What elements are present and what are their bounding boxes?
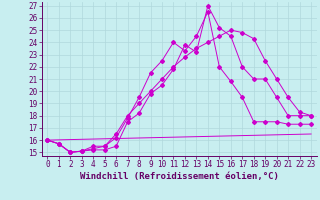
X-axis label: Windchill (Refroidissement éolien,°C): Windchill (Refroidissement éolien,°C)	[80, 172, 279, 181]
